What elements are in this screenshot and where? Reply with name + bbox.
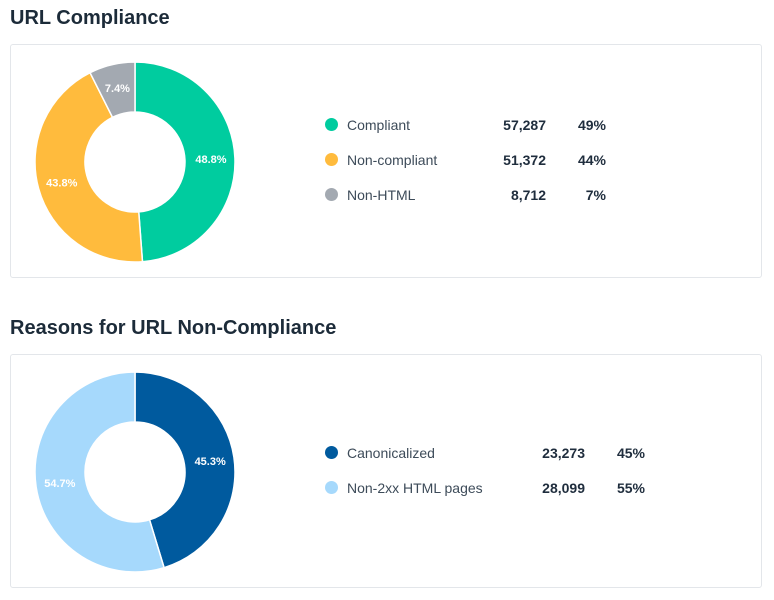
slice-label-non-2xx-html-pages: 54.7% [44,478,75,490]
legend-label: Canonicalized [347,445,435,461]
legend-item-non-compliant[interactable]: Non-compliant 51,372 44% [325,150,745,185]
non-compliance-reasons-legend: Canonicalized 23,273 45% Non-2xx HTML pa… [325,443,745,513]
url-compliance-card: 48.8% 43.8% 7.4% Compliant 57,287 49% Non-… [10,44,762,278]
slice-label-canonicalized: 45.3% [195,456,226,468]
legend-percent: 45% [616,445,645,461]
legend-swatch [325,481,338,494]
legend-count: 28,099 [542,480,585,496]
legend-count: 51,372 [503,152,546,168]
url-compliance-legend: Compliant 57,287 49% Non-compliant 51,37… [325,115,745,220]
legend-percent: 44% [577,152,606,168]
legend-count: 8,712 [510,187,546,203]
legend-swatch [325,153,338,166]
legend-item-non-html[interactable]: Non-HTML 8,712 7% [325,185,745,220]
legend-swatch [325,118,338,131]
legend-count: 23,273 [542,445,585,461]
legend-label: Non-HTML [347,187,416,203]
slice-non-html[interactable] [89,61,136,119]
legend-percent: 55% [616,480,645,496]
slice-non-compliant[interactable] [34,71,144,263]
legend-item-compliant[interactable]: Compliant 57,287 49% [325,115,745,150]
legend-label: Non-2xx HTML pages [347,480,483,496]
legend-label: Non-compliant [347,152,438,168]
slice-label-non-compliant: 43.8% [46,177,77,189]
non-compliance-reasons-card: 45.3% 54.7% Canonicalized 23,273 45% Non-… [10,354,762,588]
non-compliance-reasons-donut: 45.3% 54.7% [34,371,236,573]
legend-swatch [325,446,338,459]
legend-item-non-2xx-html-pages[interactable]: Non-2xx HTML pages 28,099 55% [325,478,745,513]
slice-compliant[interactable] [134,61,236,263]
slice-non-2xx-html-pages[interactable] [34,371,166,573]
chart-title-non-compliance-reasons: Reasons for URL Non-Compliance [10,317,337,339]
slice-label-non-html: 7.4% [105,83,130,95]
legend-count: 57,287 [503,117,546,133]
chart-title-url-compliance: URL Compliance [10,7,170,29]
slice-canonicalized[interactable] [134,371,236,569]
legend-swatch [325,188,338,201]
legend-percent: 49% [577,117,606,133]
url-compliance-donut: 48.8% 43.8% 7.4% [34,61,236,263]
legend-item-canonicalized[interactable]: Canonicalized 23,273 45% [325,443,745,478]
slice-label-compliant: 48.8% [195,154,226,166]
legend-label: Compliant [347,117,411,133]
legend-percent: 7% [585,187,606,203]
